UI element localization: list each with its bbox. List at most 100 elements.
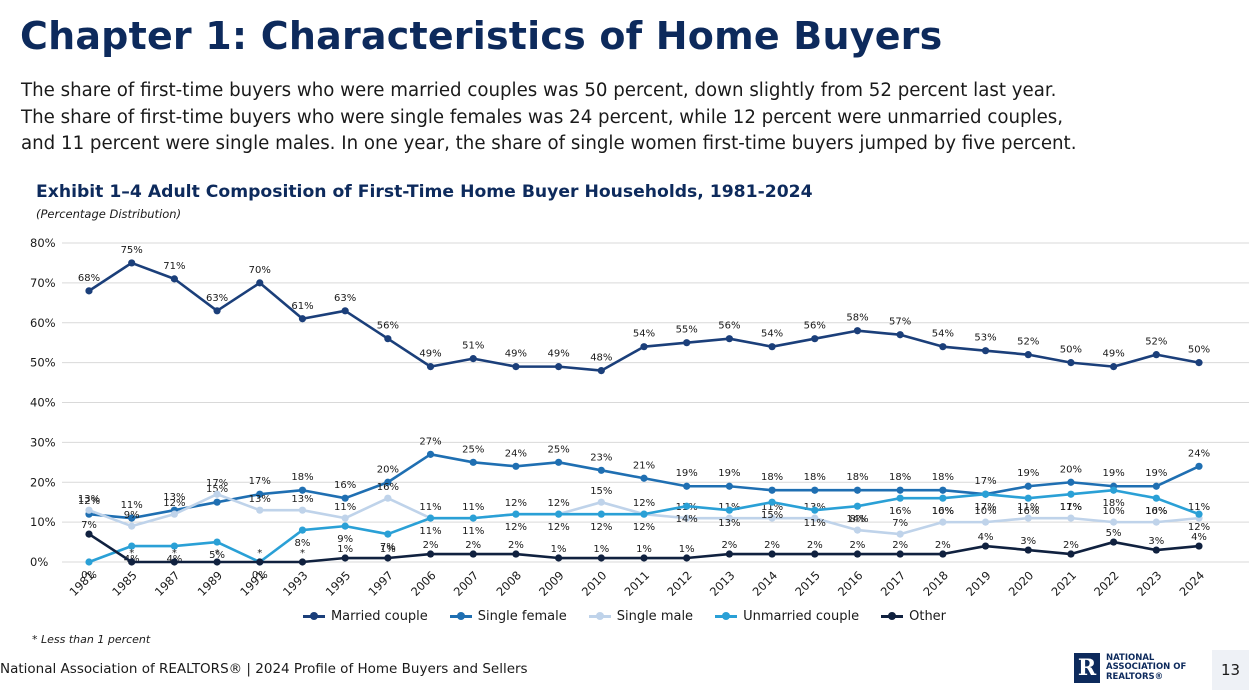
- data-label: 49%: [547, 349, 569, 360]
- data-label: 52%: [1145, 337, 1167, 348]
- data-label: 19%: [1145, 468, 1167, 479]
- y-tick-label: 60%: [30, 316, 56, 330]
- data-label: 1%: [679, 544, 695, 555]
- data-point: [683, 514, 691, 522]
- data-label: 2%: [764, 540, 780, 551]
- data-label: 10%: [974, 506, 996, 517]
- x-tick-label: 1989: [195, 568, 226, 599]
- x-tick-label: 2018: [920, 568, 951, 599]
- legend-swatch: [588, 612, 611, 620]
- data-label: 54%: [932, 329, 954, 340]
- x-tick-label: 2021: [1048, 568, 1079, 599]
- data-label: 10%: [1145, 506, 1167, 517]
- data-point: [640, 510, 648, 518]
- data-point: [384, 494, 392, 502]
- data-label: 11%: [1017, 502, 1039, 513]
- data-point: [1152, 518, 1160, 526]
- data-point: [170, 510, 178, 518]
- data-point: [597, 498, 605, 506]
- data-point: [341, 494, 349, 502]
- data-point: [1024, 351, 1032, 359]
- data-label: 2%: [465, 540, 481, 551]
- data-label: 56%: [377, 321, 399, 332]
- x-tick-label: 1987: [152, 568, 183, 599]
- line-chart: 0%10%20%30%40%50%60%70%80%1981 1985 1987 19…: [30, 236, 1249, 599]
- x-tick-label: 2020: [1006, 568, 1037, 599]
- data-label: 11%: [462, 502, 484, 513]
- data-label: 17%: [1060, 502, 1082, 513]
- data-point: [1110, 518, 1118, 526]
- data-label: 3%: [1020, 536, 1036, 547]
- logo-line: ASSOCIATION OF: [1106, 662, 1187, 673]
- x-tick-label: 2013: [707, 568, 738, 599]
- data-label: 11%: [334, 502, 356, 513]
- data-label: 7%: [81, 520, 97, 531]
- data-point: [597, 510, 605, 518]
- data-label: 0%: [81, 570, 97, 581]
- data-point: [853, 526, 862, 534]
- y-tick-label: 40%: [30, 396, 56, 410]
- data-label: 16%: [1017, 506, 1039, 517]
- data-label: 2%: [721, 540, 737, 551]
- legend-item: Other: [881, 609, 946, 624]
- data-point: [384, 554, 392, 562]
- data-point: [341, 554, 349, 562]
- data-label: 16%: [377, 482, 399, 493]
- data-point: [768, 550, 776, 558]
- data-point: [853, 486, 862, 494]
- data-point: [85, 530, 93, 538]
- data-point: [469, 550, 477, 558]
- x-tick-label: 2015: [792, 568, 823, 599]
- data-label: 7%: [892, 518, 908, 529]
- data-point: [469, 355, 477, 363]
- data-point: [683, 339, 691, 347]
- data-point: [213, 538, 221, 546]
- data-label: 12%: [633, 522, 655, 533]
- x-tick-label: 2019: [963, 568, 994, 599]
- data-point: [811, 506, 819, 514]
- footer-text: National Association of REALTORS® | 2024…: [0, 661, 528, 677]
- data-label: 17%: [249, 476, 271, 487]
- data-label: 16%: [1145, 506, 1167, 517]
- data-label: 21%: [633, 460, 655, 471]
- data-label: 13%: [291, 494, 313, 505]
- data-label: 5%: [1106, 528, 1122, 539]
- data-point: [298, 315, 307, 323]
- x-tick-label: 2017: [878, 568, 909, 599]
- data-point: [896, 486, 904, 494]
- data-label: 68%: [78, 273, 100, 284]
- data-point: [725, 514, 733, 522]
- data-label: 2%: [850, 540, 866, 551]
- data-point: [981, 490, 990, 498]
- legend-label: Other: [909, 609, 947, 624]
- data-label: 63%: [206, 293, 228, 304]
- x-tick-label: 2008: [493, 568, 524, 599]
- data-point: [256, 490, 264, 498]
- data-label: 12%: [590, 522, 612, 533]
- data-point: [1067, 478, 1075, 486]
- footnote: * Less than 1 percent: [32, 633, 151, 646]
- data-point: [1152, 494, 1160, 502]
- data-label: 49%: [505, 349, 527, 360]
- data-point: [341, 514, 349, 522]
- data-point: [469, 458, 477, 466]
- y-tick-label: 20%: [30, 475, 56, 489]
- data-point: [1152, 482, 1160, 490]
- data-point: [85, 558, 93, 566]
- data-point: [469, 514, 477, 522]
- data-point: [768, 486, 776, 494]
- data-label: 11%: [804, 518, 826, 529]
- intro-line: and 11 percent were single males. In one…: [21, 133, 1077, 154]
- data-label: 56%: [718, 321, 740, 332]
- data-label: 12%: [547, 498, 569, 509]
- data-point: [213, 558, 221, 566]
- data-label: 9%: [337, 534, 353, 545]
- x-tick-label: 2016: [835, 568, 866, 599]
- data-point: [256, 506, 264, 514]
- data-label: 0%: [252, 570, 268, 581]
- data-label: 57%: [889, 317, 911, 328]
- data-point: [1110, 538, 1118, 546]
- x-tick-label: 2023: [1134, 568, 1165, 599]
- legend-label: Single female: [477, 609, 567, 624]
- data-label: 49%: [419, 349, 441, 360]
